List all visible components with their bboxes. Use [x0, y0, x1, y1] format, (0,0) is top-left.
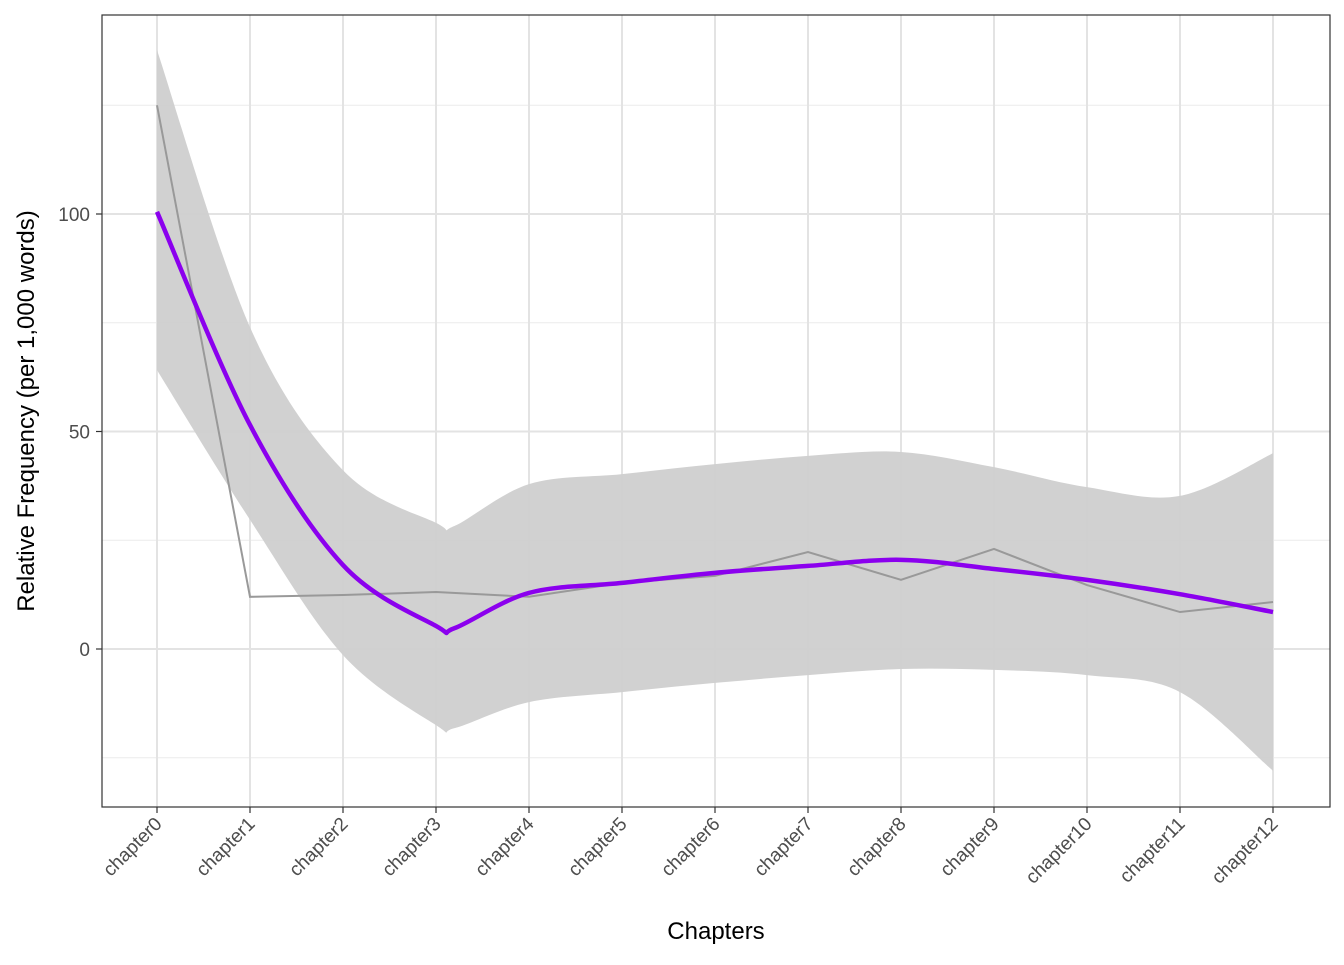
x-tick-label: chapter2 [285, 814, 352, 881]
x-tick-label: chapter11 [1116, 814, 1190, 888]
confidence-band-area [157, 50, 1273, 771]
x-tick-label: chapter7 [750, 814, 817, 881]
y-tick-label: 100 [58, 205, 90, 226]
y-tick-label: 50 [69, 423, 90, 444]
x-tick-label: chapter12 [1208, 814, 1283, 889]
y-tick-label: 0 [79, 640, 90, 661]
x-tick-label: chapter4 [471, 813, 538, 880]
observed-line [156, 105, 1274, 614]
x-tick-label: chapter5 [564, 814, 631, 881]
x-axis-label: Chapters [667, 918, 764, 945]
panel-border [101, 14, 1331, 808]
x-tick-label: chapter0 [99, 814, 166, 881]
x-tick-label: chapter6 [657, 814, 724, 881]
x-tick-label: chapter10 [1022, 814, 1097, 889]
x-tick-label: chapter1 [192, 814, 259, 881]
y-axis-label: Relative Frequency (per 1,000 words) [13, 210, 40, 612]
smooth-trend-line [154, 210, 1274, 636]
y-axis: 0 50 100 [58, 205, 102, 661]
x-tick-label: chapter3 [378, 814, 445, 881]
x-axis: chapter0 chapter1 chapter2 chapter3 chapter4… [99, 807, 1283, 889]
x-tick-label: chapter9 [936, 814, 1003, 881]
x-tick-label: chapter8 [843, 814, 910, 881]
confidence-band [157, 50, 1273, 771]
series-lines [154, 105, 1274, 636]
